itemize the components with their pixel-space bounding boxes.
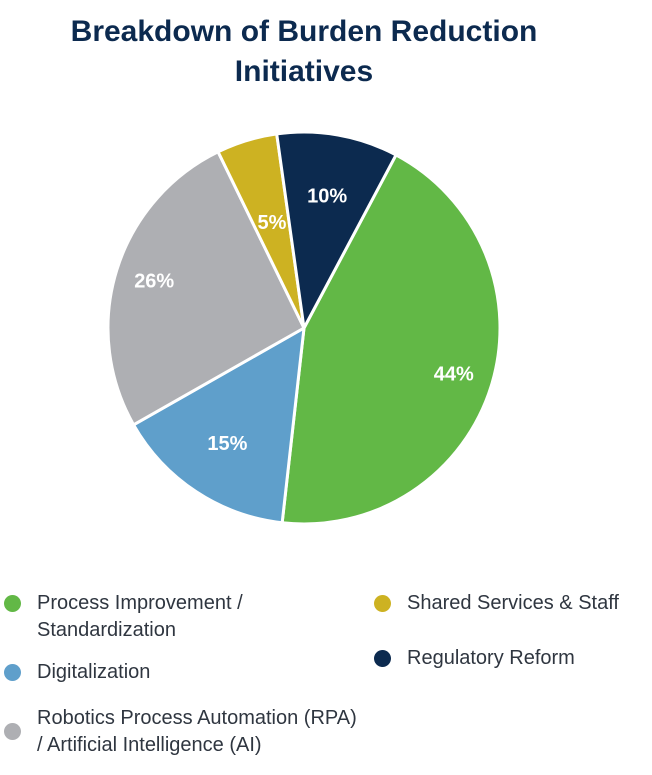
legend-swatch-regulatory-reform bbox=[374, 650, 391, 667]
pie-label-shared-services: 5% bbox=[257, 212, 286, 234]
legend-swatch-rpa-ai bbox=[4, 723, 21, 740]
legend-swatch-process-improvement bbox=[4, 595, 21, 612]
pie-label-digitalization: 15% bbox=[207, 433, 247, 455]
legend-label-regulatory-reform: Regulatory Reform bbox=[407, 645, 575, 672]
legend-label-line: Shared Services & Staff bbox=[407, 592, 619, 614]
legend-label-line: Process Improvement / bbox=[37, 592, 243, 614]
pie-slice-process-improvement bbox=[280, 153, 502, 526]
legend-item-digitalization: Digitalization bbox=[4, 659, 150, 686]
legend-item-rpa-ai: Robotics Process Automation (RPA) / Arti… bbox=[4, 705, 357, 759]
legend-item-process-improvement: Process Improvement / Standardization bbox=[4, 590, 243, 644]
legend-label-line: Robotics Process Automation (RPA) bbox=[37, 707, 357, 729]
legend-swatch-shared-services bbox=[374, 595, 391, 612]
pie-slice-regulatory-reform bbox=[275, 130, 398, 330]
pie-label-process-improvement: 44% bbox=[434, 363, 474, 385]
legend-label-line: / Artificial Intelligence (AI) bbox=[37, 734, 262, 756]
chart-title: Breakdown of Burden Reduction Initiative… bbox=[30, 12, 578, 92]
legend-label-line: Regulatory Reform bbox=[407, 647, 575, 669]
legend-label-line: Standardization bbox=[37, 619, 176, 641]
pie-slice-digitalization bbox=[132, 326, 306, 525]
pie-label-rpa-ai: 26% bbox=[134, 271, 174, 293]
legend-item-regulatory-reform: Regulatory Reform bbox=[374, 645, 575, 672]
pie-labels: 44% 15% 26% 5% 10% bbox=[134, 186, 474, 455]
legend-label-rpa-ai: Robotics Process Automation (RPA) / Arti… bbox=[37, 705, 357, 759]
legend-item-shared-services: Shared Services & Staff bbox=[374, 590, 619, 617]
pie-label-regulatory-reform: 10% bbox=[307, 186, 347, 208]
legend-label-shared-services: Shared Services & Staff bbox=[407, 590, 619, 617]
pie-slice-rpa-ai bbox=[106, 150, 306, 427]
pie-slices bbox=[106, 130, 502, 526]
chart-title-line-2: Initiatives bbox=[234, 55, 374, 88]
legend-swatch-digitalization bbox=[4, 664, 21, 681]
legend-label-line: Digitalization bbox=[37, 661, 151, 683]
chart-title-line-1: Breakdown of Burden Reduction bbox=[70, 15, 538, 48]
legend-label-digitalization: Digitalization bbox=[37, 659, 150, 686]
legend-label-process-improvement: Process Improvement / Standardization bbox=[37, 590, 243, 644]
